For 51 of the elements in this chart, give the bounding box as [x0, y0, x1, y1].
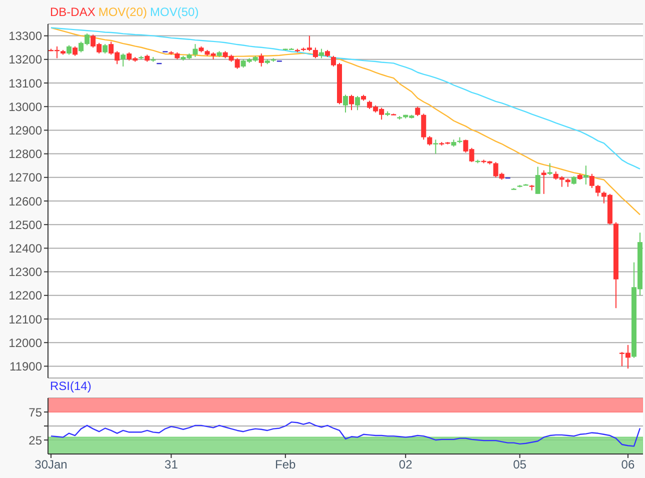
x-tick-label: Feb [275, 458, 296, 472]
y-tick-label: 13000 [8, 100, 42, 114]
candlestick [595, 184, 600, 197]
candlestick [427, 136, 432, 146]
x-tick-label: 02 [398, 458, 413, 472]
series-label: DB-DAX [50, 5, 96, 19]
candlestick [547, 162, 552, 176]
candlestick [433, 139, 438, 154]
candlestick [72, 46, 78, 56]
y-tick-label: 13100 [8, 76, 42, 90]
candlestick [589, 173, 594, 189]
candlestick [120, 53, 126, 67]
series-label: MOV(20) [98, 5, 148, 19]
line-series [50, 27, 641, 170]
y-tick-label: 12100 [8, 312, 42, 326]
y-tick-label: 12500 [8, 218, 42, 232]
y-tick-label: 13300 [8, 29, 42, 44]
y-tick-label: 12300 [8, 265, 42, 280]
x-tick-label: 05 [513, 458, 527, 472]
candlestick [415, 106, 420, 117]
x-tick-label: 06 [621, 458, 635, 472]
candlestick [349, 94, 354, 111]
candlestick [66, 44, 72, 56]
y-tick-label: 12000 [8, 336, 42, 350]
series-label: MOV(50) [150, 5, 199, 19]
candlestick [535, 166, 540, 194]
x-tick-label: 31 [164, 458, 178, 472]
candlestick [583, 165, 588, 185]
x-tick-label: 30Jan [34, 458, 68, 472]
candlestick [312, 47, 318, 59]
y-tick-label: 12200 [8, 288, 42, 303]
candlestick [541, 170, 546, 194]
candlestick [343, 94, 348, 113]
y-tick-label: 12600 [8, 194, 42, 208]
candlestick [318, 48, 324, 59]
candlestick [258, 53, 264, 67]
y-tick-label: 12700 [8, 170, 42, 185]
candlestick [355, 95, 360, 111]
y-tick-label: 12400 [8, 241, 42, 256]
y-tick-label: 11900 [10, 359, 42, 374]
text: RSI(14) [50, 379, 92, 393]
y-tick-label: 25 [28, 433, 42, 448]
y-tick-label: 12800 [8, 147, 42, 162]
y-tick-label: 75 [28, 405, 42, 420]
candlestick [421, 113, 426, 140]
candlestick [102, 44, 108, 54]
line-series [50, 421, 641, 447]
y-tick-label: 13200 [8, 52, 42, 67]
candlestick [192, 44, 198, 58]
line-series [50, 27, 641, 216]
y-tick-label: 12900 [8, 123, 42, 138]
